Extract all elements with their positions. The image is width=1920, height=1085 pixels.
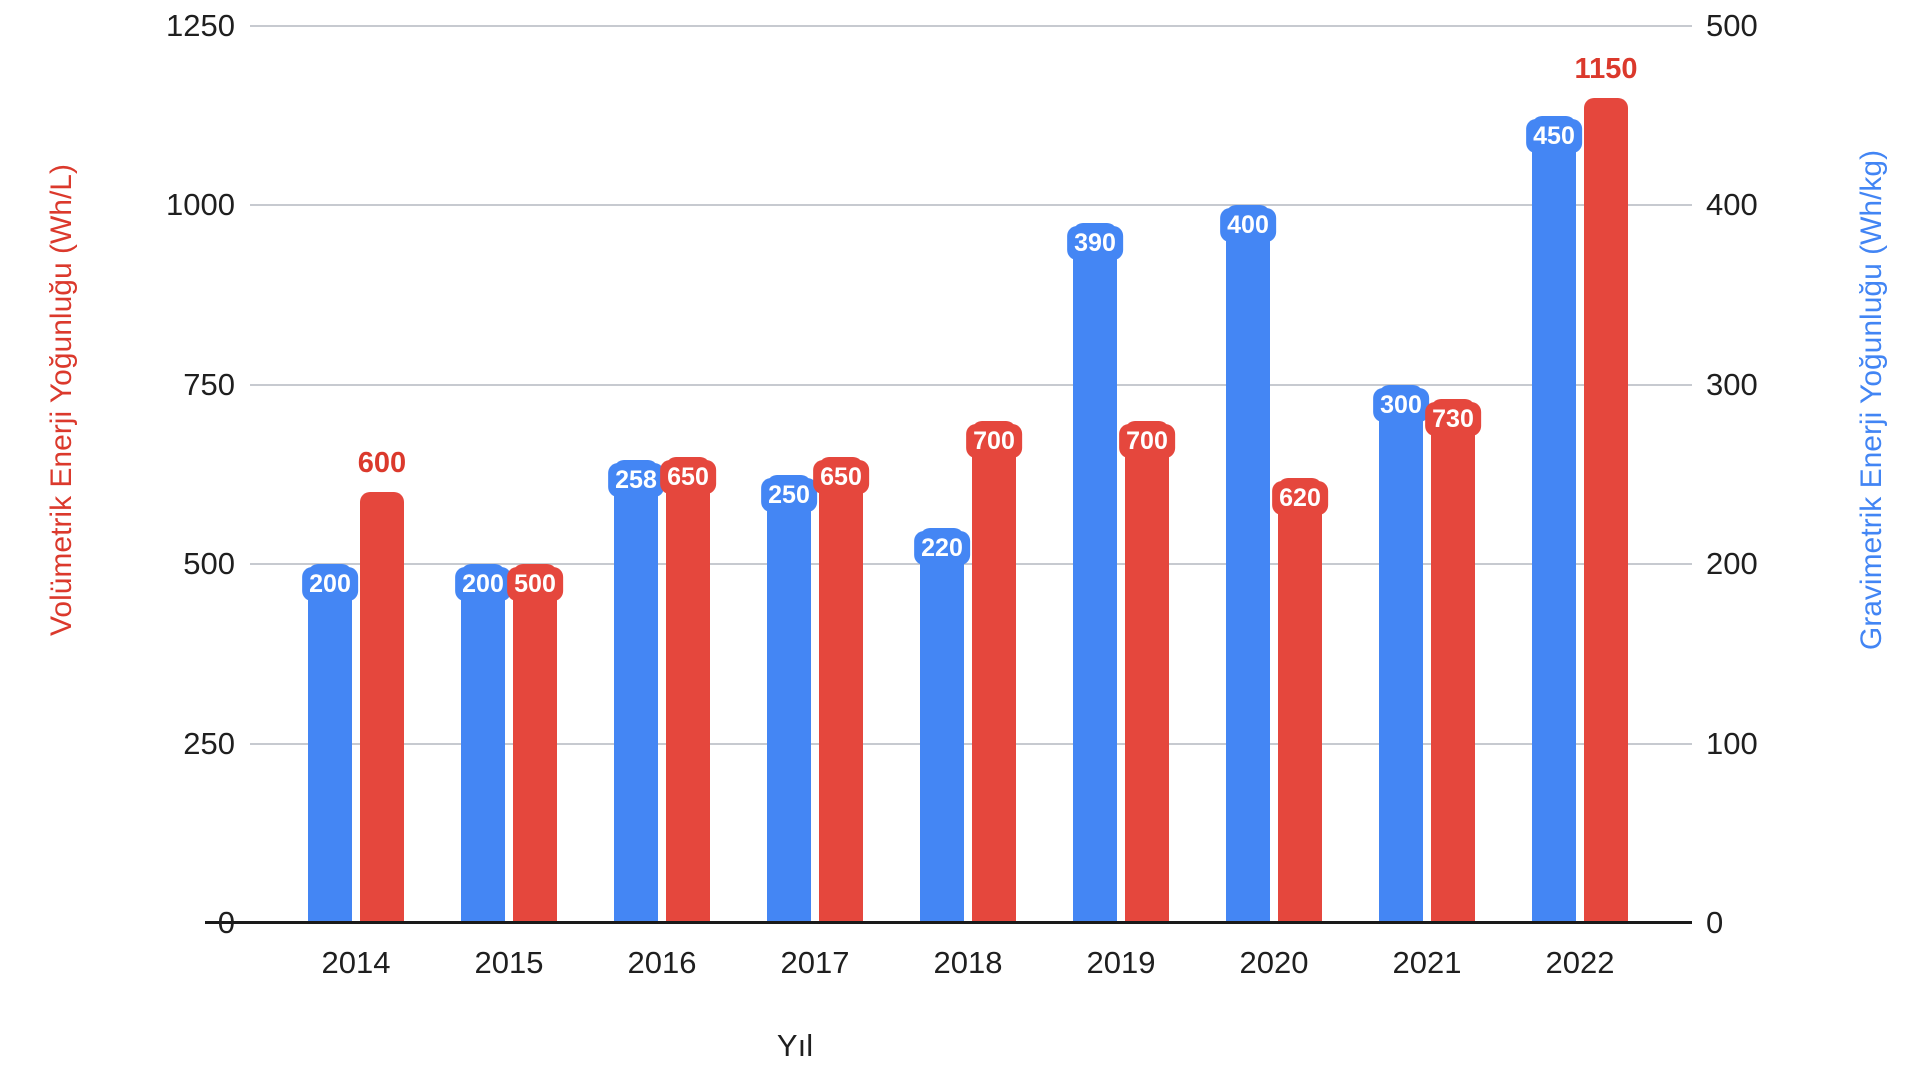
bar-volumetrik-2017 (819, 456, 863, 923)
bar-label-volumetrik-2018: 700 (966, 423, 1022, 458)
bar-label-volumetrik-2015: 500 (507, 567, 563, 602)
x-label-2016: 2016 (627, 945, 697, 980)
bar-volumetrik-2016 (666, 456, 710, 923)
bar-label-volumetrik-2014: 600 (357, 447, 407, 480)
bar-gravimetrik-2019 (1073, 223, 1117, 923)
bar-label-gravimetrik-2015: 200 (455, 567, 511, 602)
bar-label-gravimetrik-2021: 300 (1373, 387, 1429, 422)
right-tick-100: 100 (1706, 725, 1758, 761)
x-label-2021: 2021 (1392, 945, 1462, 980)
bar-gravimetrik-2018 (920, 528, 964, 923)
bar-label-gravimetrik-2014: 200 (302, 567, 358, 602)
x-label-2020: 2020 (1239, 945, 1309, 980)
x-label-2018: 2018 (933, 945, 1003, 980)
bar-label-gravimetrik-2017: 250 (761, 477, 817, 512)
bar-gravimetrik-2021 (1379, 384, 1423, 923)
bar-gravimetrik-2015 (461, 564, 505, 923)
left-tick-0: 0 (217, 905, 235, 940)
right-tick-200: 200 (1706, 546, 1758, 582)
bar-volumetrik-2022 (1584, 97, 1628, 923)
bar-label-gravimetrik-2016: 258 (608, 463, 664, 498)
bar-gravimetrik-2014 (308, 564, 352, 923)
right-tick-0: 0 (1706, 905, 1724, 940)
bar-label-volumetrik-2017: 650 (813, 459, 869, 494)
right-tick-400: 400 (1706, 187, 1758, 223)
bar-gravimetrik-2017 (767, 474, 811, 923)
bar-volumetrik-2020 (1278, 478, 1322, 923)
gridline-500 (250, 563, 1692, 566)
x-axis-line (205, 921, 1692, 924)
bar-volumetrik-2021 (1431, 399, 1475, 923)
bar-label-volumetrik-2016: 650 (660, 459, 716, 494)
right-tick-300: 300 (1706, 366, 1758, 402)
bar-label-gravimetrik-2018: 220 (914, 531, 970, 566)
x-label-2015: 2015 (474, 945, 544, 980)
left-tick-500: 500 (183, 546, 235, 582)
x-label-2019: 2019 (1086, 945, 1156, 980)
bar-label-volumetrik-2020: 620 (1272, 481, 1328, 516)
left-tick-750: 750 (183, 366, 235, 402)
bar-gravimetrik-2020 (1226, 205, 1270, 923)
x-axis-title: Yıl (776, 1028, 814, 1063)
x-label-2022: 2022 (1545, 945, 1615, 980)
left-tick-250: 250 (183, 725, 235, 761)
gridline-1250 (250, 25, 1692, 27)
x-label-2014: 2014 (321, 945, 391, 980)
right-tick-500: 500 (1706, 8, 1758, 43)
gridline-250 (250, 742, 1692, 745)
bar-label-gravimetrik-2022: 450 (1526, 118, 1582, 153)
bar-label-volumetrik-2019: 700 (1119, 423, 1175, 458)
bar-gravimetrik-2016 (614, 460, 658, 923)
left-tick-1250: 1250 (166, 8, 235, 43)
bar-label-gravimetrik-2020: 400 (1220, 208, 1276, 243)
bar-label-gravimetrik-2019: 390 (1067, 226, 1123, 261)
gridline-1000 (250, 204, 1692, 207)
gridline-750 (250, 383, 1692, 386)
bar-volumetrik-2018 (972, 420, 1016, 923)
bar-gravimetrik-2022 (1532, 115, 1576, 923)
plot-area: 200 600 200 500 258 650 250 650 220 700 390 700 400 6… (250, 25, 1692, 923)
x-label-2017: 2017 (780, 945, 850, 980)
left-tick-1000: 1000 (166, 187, 235, 223)
bar-volumetrik-2015 (513, 564, 557, 923)
bar-label-volumetrik-2021: 730 (1425, 402, 1481, 437)
bar-volumetrik-2019 (1125, 420, 1169, 923)
right-axis-title: Gravimetrik Enerji Yoğunluğu (Wh/kg) (1855, 149, 1888, 651)
bar-volumetrik-2014 (360, 492, 404, 923)
bar-label-volumetrik-2022: 1150 (1574, 52, 1638, 85)
